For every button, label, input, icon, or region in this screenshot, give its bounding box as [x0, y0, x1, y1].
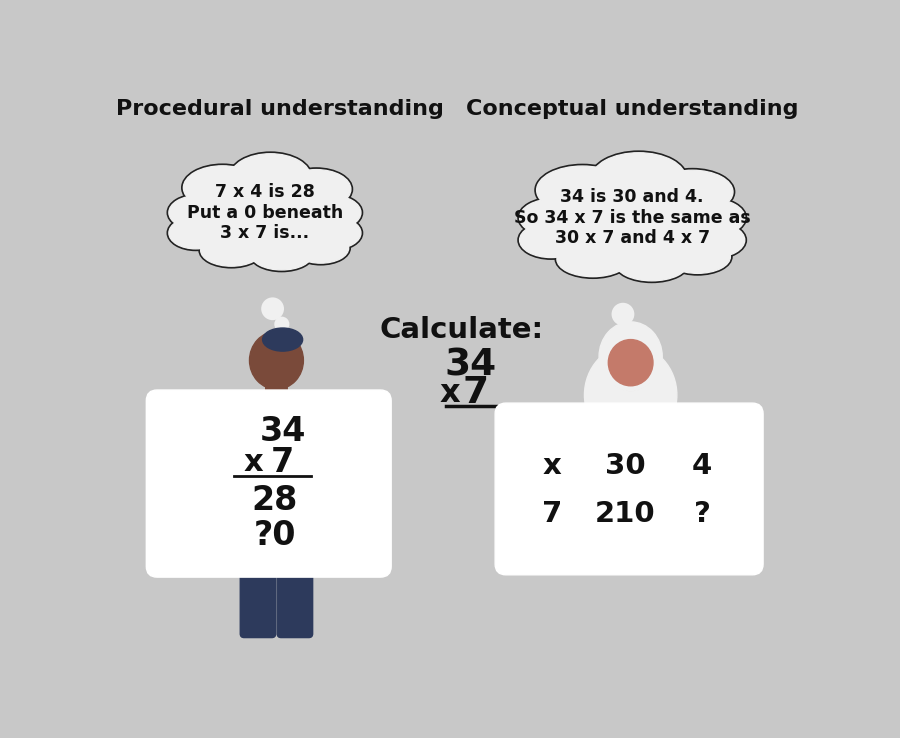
Text: Calculate:: Calculate:	[379, 316, 544, 344]
Ellipse shape	[616, 246, 688, 281]
Ellipse shape	[590, 151, 688, 206]
Ellipse shape	[569, 379, 692, 565]
FancyBboxPatch shape	[266, 382, 287, 408]
Ellipse shape	[251, 238, 312, 270]
Ellipse shape	[675, 197, 746, 238]
Ellipse shape	[541, 486, 562, 501]
Circle shape	[263, 299, 283, 319]
Ellipse shape	[682, 223, 745, 258]
Ellipse shape	[535, 165, 630, 216]
Ellipse shape	[282, 170, 351, 209]
Ellipse shape	[555, 240, 631, 278]
Text: Procedural understanding: Procedural understanding	[116, 99, 445, 119]
Ellipse shape	[169, 217, 222, 249]
Text: 28: 28	[252, 484, 298, 517]
Ellipse shape	[291, 231, 350, 265]
Ellipse shape	[169, 196, 227, 230]
Circle shape	[275, 318, 288, 331]
Ellipse shape	[677, 199, 745, 236]
Ellipse shape	[518, 197, 590, 238]
Text: x: x	[543, 452, 562, 480]
Ellipse shape	[183, 480, 204, 497]
Ellipse shape	[179, 170, 350, 263]
Text: 7 x 4 is 28
Put a 0 beneath
3 x 7 is...: 7 x 4 is 28 Put a 0 beneath 3 x 7 is...	[187, 183, 343, 242]
Ellipse shape	[663, 238, 732, 275]
Ellipse shape	[532, 170, 732, 273]
Ellipse shape	[700, 486, 720, 501]
Ellipse shape	[591, 153, 686, 204]
Circle shape	[613, 304, 633, 324]
Ellipse shape	[306, 215, 363, 250]
Ellipse shape	[230, 154, 310, 201]
Text: x: x	[244, 447, 263, 477]
Circle shape	[626, 323, 638, 336]
Ellipse shape	[199, 232, 264, 268]
Text: 30: 30	[605, 452, 645, 480]
Ellipse shape	[606, 338, 656, 390]
Text: 210: 210	[595, 500, 655, 528]
Ellipse shape	[201, 235, 262, 266]
Text: ?0: ?0	[254, 520, 296, 553]
Ellipse shape	[599, 322, 662, 391]
FancyBboxPatch shape	[147, 390, 392, 577]
FancyBboxPatch shape	[240, 511, 275, 638]
Ellipse shape	[249, 331, 303, 389]
Ellipse shape	[217, 389, 336, 524]
Ellipse shape	[650, 168, 734, 215]
Ellipse shape	[557, 456, 584, 496]
Text: x: x	[439, 378, 460, 409]
Text: ?: ?	[694, 500, 711, 528]
FancyBboxPatch shape	[277, 511, 312, 638]
Ellipse shape	[280, 168, 353, 210]
Ellipse shape	[614, 244, 689, 283]
FancyBboxPatch shape	[495, 403, 763, 575]
Ellipse shape	[652, 170, 733, 213]
Ellipse shape	[534, 172, 731, 272]
Text: 34 is 30 and 4.
So 34 x 7 is the same as
30 x 7 and 4 x 7: 34 is 30 and 4. So 34 x 7 is the same as…	[514, 187, 751, 247]
Ellipse shape	[182, 164, 263, 211]
Ellipse shape	[518, 221, 584, 259]
Ellipse shape	[201, 446, 229, 489]
Ellipse shape	[249, 237, 314, 272]
Ellipse shape	[678, 456, 704, 496]
Text: 7: 7	[271, 446, 294, 478]
Ellipse shape	[263, 328, 302, 351]
Ellipse shape	[292, 233, 348, 263]
Ellipse shape	[349, 480, 371, 497]
FancyBboxPatch shape	[597, 497, 654, 531]
Ellipse shape	[167, 194, 229, 231]
Ellipse shape	[324, 446, 352, 489]
Ellipse shape	[536, 166, 628, 214]
Text: Conceptual understanding: Conceptual understanding	[466, 99, 798, 119]
Text: 4: 4	[692, 452, 713, 480]
Ellipse shape	[608, 339, 653, 386]
Ellipse shape	[519, 199, 588, 236]
Text: 34: 34	[445, 348, 497, 384]
Ellipse shape	[302, 194, 363, 231]
Text: 7: 7	[542, 500, 562, 528]
Ellipse shape	[584, 345, 677, 445]
Ellipse shape	[307, 217, 361, 249]
Ellipse shape	[167, 215, 224, 250]
Ellipse shape	[557, 242, 629, 277]
Ellipse shape	[184, 166, 262, 210]
Ellipse shape	[519, 223, 582, 258]
Ellipse shape	[181, 171, 348, 262]
Ellipse shape	[680, 221, 746, 259]
Ellipse shape	[303, 196, 361, 230]
Text: 34: 34	[259, 415, 306, 448]
FancyBboxPatch shape	[673, 497, 731, 531]
Text: 7: 7	[462, 376, 488, 412]
Ellipse shape	[665, 240, 731, 273]
Ellipse shape	[229, 152, 312, 202]
